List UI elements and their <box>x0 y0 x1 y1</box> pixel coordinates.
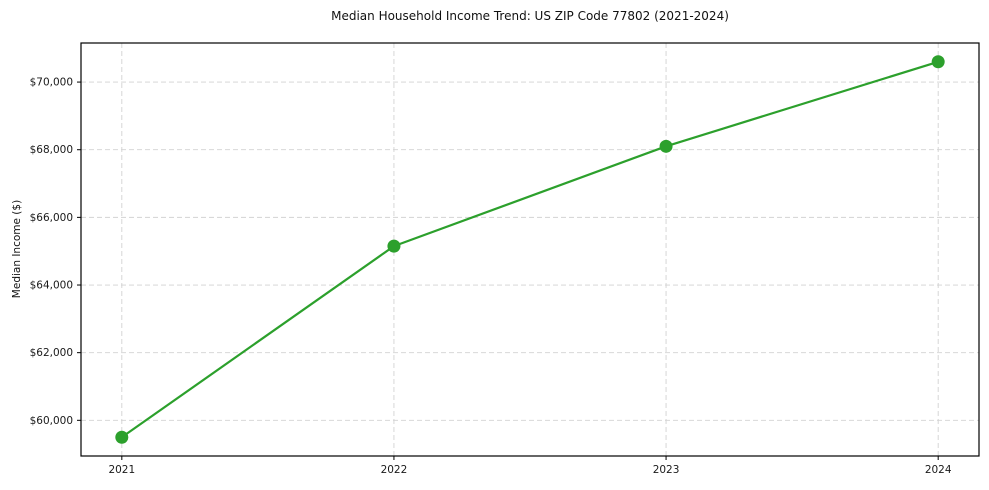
x-tick-label: 2023 <box>653 464 680 476</box>
x-tick-label: 2024 <box>925 464 952 476</box>
data-point-marker <box>387 239 401 253</box>
y-tick-label: $66,000 <box>30 212 73 224</box>
y-tick-label: $62,000 <box>30 347 73 359</box>
x-tick-label: 2022 <box>381 464 408 476</box>
data-point-marker <box>659 139 673 153</box>
y-tick-label: $64,000 <box>30 280 73 292</box>
x-tick-label: 2021 <box>108 464 135 476</box>
axes-spines <box>80 42 980 457</box>
y-tick-label: $60,000 <box>30 415 73 427</box>
y-tick-label: $68,000 <box>30 144 73 156</box>
y-tick-label: $70,000 <box>30 77 73 89</box>
data-point-marker <box>931 55 945 69</box>
data-point-marker <box>115 430 129 444</box>
trend-line <box>120 60 940 439</box>
chart-title: Median Household Income Trend: US ZIP Co… <box>331 9 729 23</box>
